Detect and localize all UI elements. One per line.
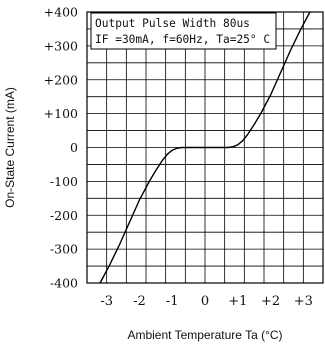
y-tick-label: +300 [44, 38, 78, 53]
y-tick-label: +400 [44, 5, 78, 20]
annotation-conditions: IF =30mA, f=60Hz, Ta=25° C [95, 33, 270, 46]
y-tick-label: +200 [44, 72, 78, 87]
plot-frame [86, 11, 324, 284]
series-line [99, 11, 311, 284]
annotation-box [90, 12, 277, 50]
x-tick-label: -1 [166, 294, 179, 309]
x-axis-label: Ambient Temperature Ta (°C) [127, 328, 282, 342]
x-tick-label: +1 [228, 294, 247, 309]
y-tick-labels: +400 +300 +200 +100 0 -100 -200 -300 -400 [44, 5, 78, 291]
x-tick-labels: -3 -2 -1 0 +1 +2 +3 [100, 294, 313, 309]
y-axis-label: On-State Current (mA) [3, 87, 17, 208]
x-tick-label: -3 [100, 294, 113, 309]
y-tick-label: -100 [50, 174, 78, 189]
y-tick-label: -400 [50, 276, 78, 291]
annotation-pulse-width: Output Pulse Width 80us [95, 17, 250, 30]
y-tick-label: -300 [50, 242, 78, 257]
x-tick-label: +3 [294, 294, 313, 309]
y-tick-label: +100 [44, 106, 78, 121]
y-tick-label: 0 [70, 140, 78, 155]
x-tick-label: +2 [261, 294, 280, 309]
x-tick-label: -2 [133, 294, 146, 309]
x-tick-label: 0 [201, 294, 209, 309]
y-tick-label: -200 [50, 208, 78, 223]
